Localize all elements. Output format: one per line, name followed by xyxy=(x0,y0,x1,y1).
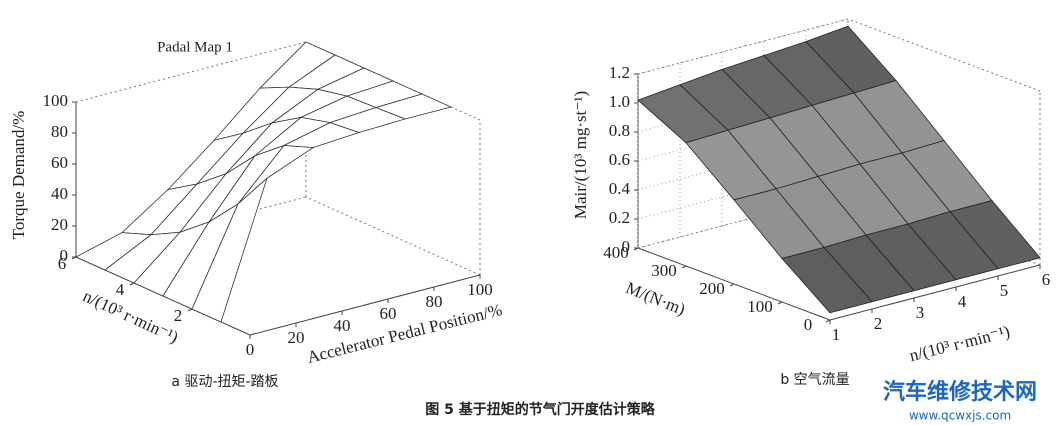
y-tick xyxy=(825,319,831,323)
grid-line xyxy=(637,18,849,75)
z-axis-label: Mair/(10³ mg·st⁻¹) xyxy=(571,91,590,219)
y-tick-label: 200 xyxy=(699,279,725,298)
y-tick xyxy=(777,301,783,305)
z-tick-label: 0.6 xyxy=(609,150,630,169)
z-tick-label: 0.2 xyxy=(609,208,630,227)
x-axis xyxy=(829,264,1041,321)
box-edge xyxy=(305,196,481,276)
x-tick-label: 40 xyxy=(334,316,351,335)
chart-title: Padal Map 1 xyxy=(157,39,233,55)
x-tick-label: 0 xyxy=(246,340,255,359)
x-tick-label: 80 xyxy=(426,292,443,311)
y-tick xyxy=(633,247,639,251)
x-tick-label: 3 xyxy=(916,303,925,322)
watermark-url: www.qcwxjs.com xyxy=(909,409,1011,423)
z-tick-label: 0 xyxy=(622,237,631,256)
x-tick-label: 100 xyxy=(467,280,493,299)
y-tick xyxy=(129,282,135,286)
z-tick-label: 80 xyxy=(51,122,68,141)
y-tick-label: 300 xyxy=(651,261,677,280)
y-tick-label: 4 xyxy=(116,280,125,299)
surface-patch xyxy=(781,247,873,314)
x-tick-label: 20 xyxy=(288,328,305,347)
y-tick-label: 400 xyxy=(603,243,629,262)
y-tick xyxy=(71,256,77,260)
y-tick xyxy=(729,283,735,287)
y-tick-label: 2 xyxy=(174,306,183,325)
x-tick-label: 4 xyxy=(958,292,967,311)
y-tick xyxy=(681,265,687,269)
caption: a 驱动-扭矩-踏板 xyxy=(171,374,278,390)
z-axis-label: Torque Demand/% xyxy=(9,111,28,240)
z-tick-label: 1.2 xyxy=(609,63,630,82)
y-tick-label: 6 xyxy=(58,254,67,273)
x-tick-label: 6 xyxy=(1042,270,1051,289)
caption: b 空气流量 xyxy=(780,372,849,388)
z-tick-label: 60 xyxy=(51,153,68,172)
x-tick-label: 60 xyxy=(380,304,397,323)
box-edge xyxy=(847,18,1041,92)
watermark-title: 汽车维修技术网 xyxy=(883,379,1037,405)
z-tick-label: 0 xyxy=(60,246,69,265)
z-tick-label: 1.0 xyxy=(609,92,630,111)
x-tick-label: 1 xyxy=(832,325,841,344)
figure-caption: 图 5 基于扭矩的节气门开度估计策略 xyxy=(425,401,655,418)
y-axis-label: M/(N·m) xyxy=(623,278,688,319)
x-axis xyxy=(249,274,481,336)
z-tick-label: 0.8 xyxy=(609,121,630,140)
x-axis-label: n/(10³ r·min⁻¹) xyxy=(907,322,1011,365)
z-tick-label: 100 xyxy=(43,91,69,110)
z-tick-label: 20 xyxy=(51,215,68,234)
z-tick-label: 0.4 xyxy=(609,179,631,198)
y-tick-label: 0 xyxy=(804,315,813,334)
x-tick-label: 2 xyxy=(874,314,883,333)
surface-patch xyxy=(191,176,268,323)
y-tick-label: 100 xyxy=(747,297,773,316)
z-tick-label: 40 xyxy=(51,184,68,203)
y-tick xyxy=(187,308,193,312)
x-tick-label: 5 xyxy=(1000,281,1009,300)
